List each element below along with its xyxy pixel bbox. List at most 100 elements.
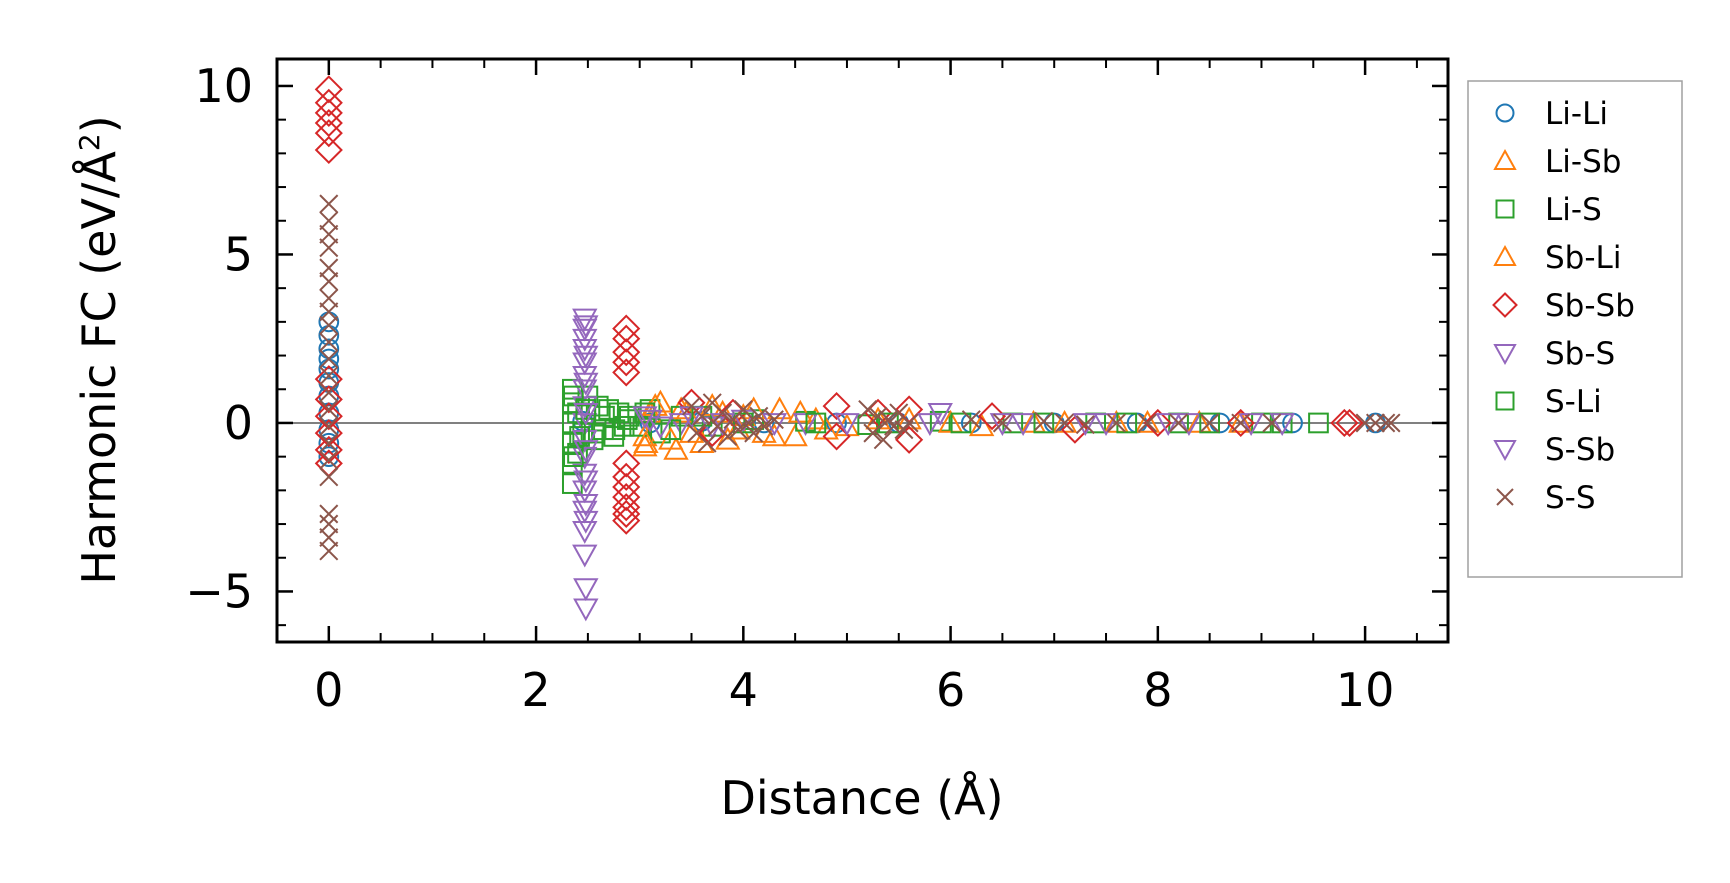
data-point-sb-s (1093, 413, 1119, 437)
data-point-s-s (319, 383, 339, 403)
x-tick-label: 6 (936, 663, 965, 717)
data-point-li-li (318, 432, 340, 454)
data-point-s-s (319, 271, 339, 291)
legend-marker-s-s (1496, 488, 1514, 506)
data-point-li-li (318, 446, 340, 468)
legend-marker-li-li (1495, 103, 1515, 123)
data-point-sb-li (1020, 409, 1047, 433)
x-tick-label: 4 (729, 663, 758, 717)
legend-marker-li-s (1495, 199, 1515, 219)
data-point-sb-sb (612, 483, 641, 512)
legend-label-sb-li: Sb-Li (1545, 240, 1621, 276)
data-point-s-s (1169, 413, 1189, 433)
data-point-sb-sb (612, 506, 641, 535)
data-point-sb-s (572, 339, 598, 362)
data-point-sb-sb (314, 108, 343, 138)
data-point-sb-sb (314, 402, 343, 431)
data-point-sb-sb (314, 435, 343, 464)
data-point-sb-sb (1226, 408, 1255, 438)
data-point-s-s (319, 399, 339, 419)
data-point-s-s (319, 302, 339, 322)
data-point-sb-sb (314, 98, 343, 127)
data-point-s-sb (1072, 413, 1099, 437)
data-point-sb-s (637, 409, 663, 433)
data-point-li-s (1308, 412, 1329, 434)
data-point-sb-sb (612, 493, 641, 522)
data-point-sb-li (937, 409, 964, 433)
data-point-sb-s (572, 365, 598, 389)
data-point-sb-li (642, 393, 668, 416)
data-point-s-sb (1155, 413, 1181, 437)
data-point-sb-s (1176, 413, 1202, 437)
data-point-s-s (899, 413, 919, 433)
data-point-sb-s (572, 463, 598, 487)
data-point-s-li (569, 426, 590, 447)
data-point-sb-sb (314, 88, 343, 117)
legend-marker-s-sb (1493, 440, 1517, 462)
data-point-li-sb (766, 396, 793, 420)
x-tick-label: 2 (521, 663, 550, 717)
data-point-li-sb (1134, 409, 1161, 433)
legend-label-sb-s: Sb-S (1545, 336, 1615, 372)
legend-label-s-sb: S-Sb (1545, 432, 1615, 468)
data-point-li-s (608, 402, 630, 424)
y-tick-label: 10 (194, 59, 253, 113)
data-point-s-sb (573, 315, 599, 339)
data-point-s-s (319, 238, 339, 258)
data-point-s-s (961, 410, 981, 430)
data-point-sb-sb (612, 314, 641, 343)
data-point-s-s (868, 406, 888, 426)
legend-marker-li-sb (1493, 148, 1517, 170)
data-point-s-li (805, 412, 827, 434)
data-point-s-s (744, 423, 764, 443)
data-point-s-li (634, 402, 656, 424)
y-axis-title: Harmonic FC (eV/Å2) (72, 115, 126, 584)
data-point-s-sb (573, 470, 599, 494)
data-point-s-s (319, 288, 339, 308)
data-point-s-sb (834, 413, 860, 437)
data-point-s-s (319, 224, 339, 244)
data-point-s-sb (573, 510, 599, 534)
data-point-s-s (319, 258, 339, 278)
data-point-s-sb (989, 413, 1016, 437)
data-point-s-li (1199, 412, 1221, 434)
plot-frame (275, 57, 1450, 644)
data-point-s-s (733, 399, 753, 419)
x-tick-label: 0 (314, 663, 343, 717)
data-point-s-s (319, 211, 339, 231)
data-point-sb-sb (1335, 408, 1364, 438)
legend: Li-Li Li-Sb Li-S Sb-Li Sb-Sb Sb-S S-Li S-Sb S-S (1467, 80, 1683, 578)
data-point-sb-s (572, 379, 598, 403)
data-point-sb-sb (314, 418, 343, 448)
legend-label-li-s: Li-S (1545, 192, 1602, 228)
data-point-s-sb (573, 598, 599, 622)
legend-label-li-sb: Li-Sb (1545, 144, 1621, 180)
data-point-sb-sb (977, 402, 1007, 431)
data-point-s-sb (573, 403, 599, 426)
data-point-s-sb (647, 416, 674, 440)
data-point-s-s (319, 194, 339, 214)
data-point-s-s (319, 416, 339, 436)
data-point-s-s (1381, 413, 1401, 433)
data-point-s-s (858, 399, 878, 419)
data-point-sb-sb (314, 385, 343, 414)
data-point-sb-li (787, 399, 814, 423)
legend-label-li-li: Li-Li (1545, 96, 1608, 132)
data-point-sb-sb (612, 462, 641, 491)
data-point-s-s (319, 528, 339, 548)
data-point-s-s (319, 332, 339, 352)
data-point-s-s (1034, 411, 1054, 431)
data-point-sb-s (572, 520, 598, 544)
data-point-s-s (1200, 413, 1220, 433)
x-tick-label: 8 (1143, 663, 1172, 717)
data-point-sb-sb (612, 499, 641, 529)
data-point-li-sb (782, 423, 808, 447)
data-point-s-s (319, 433, 339, 453)
data-point-s-s (1055, 413, 1075, 433)
data-point-sb-sb (1330, 408, 1359, 438)
data-point-sb-sb (612, 348, 641, 377)
data-point-sb-li (633, 430, 659, 453)
y-tick-label: 0 (224, 396, 253, 450)
data-point-s-s (319, 349, 339, 369)
